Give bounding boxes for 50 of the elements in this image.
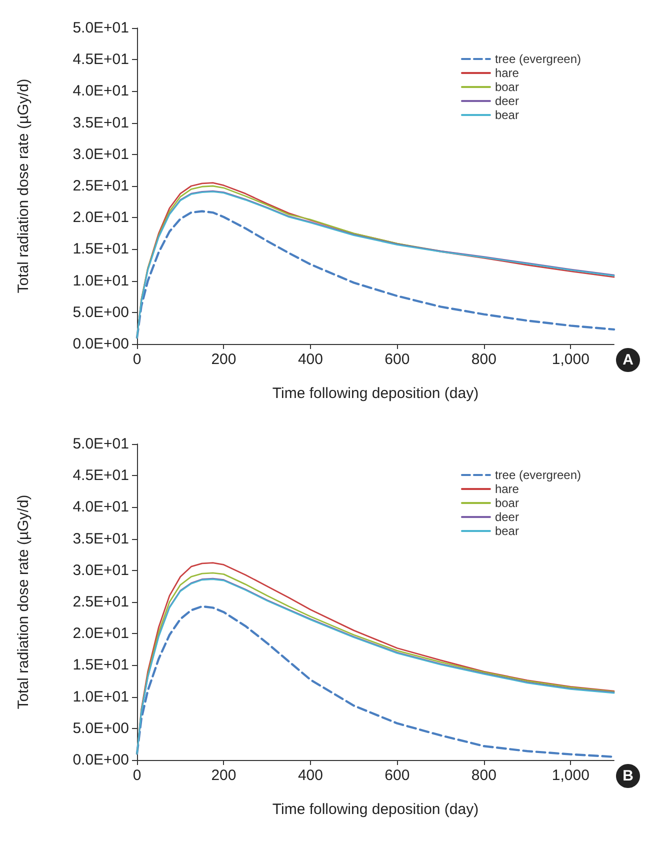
legend-label: tree (evergreen) [494,468,582,482]
y-tick-label: 5.0E+00 [72,720,129,737]
legend-label: deer [494,94,519,108]
x-tick-label: 600 [384,767,410,784]
y-tick-label: 1.5E+01 [72,656,129,674]
x-tick-label: 0 [132,767,142,784]
y-tick-label: 1.5E+01 [72,240,129,258]
y-tick-label: 3.0E+01 [72,562,129,579]
x-tick-label: 800 [471,767,496,784]
y-tick-label: 1.0E+01 [72,272,129,290]
y-axis-title: Total radiation dose rate (µGy/d) [15,78,32,294]
y-tick-label: 3.5E+01 [72,114,129,132]
y-tick-label: 4.5E+01 [72,51,129,68]
legend-label: tree (evergreen) [494,52,582,66]
x-tick-label: 800 [471,351,496,368]
y-tick-label: 5.0E+00 [72,304,129,321]
x-tick-label: 200 [211,767,236,784]
legend-label: boar [494,80,519,94]
x-axis-title: Time following deposition (day) [272,801,479,818]
x-tick-label: 600 [384,351,410,368]
legend-label: bear [494,108,519,122]
x-tick-label: 1,000 [552,351,590,368]
x-tick-label: 200 [211,351,236,368]
x-axis-title: Time following deposition (day) [272,385,479,402]
y-tick-label: 2.0E+01 [72,625,129,642]
y-tick-label: 1.0E+01 [72,688,129,706]
y-tick-label: 3.0E+01 [72,146,129,163]
y-tick-label: 0.0E+00 [72,752,129,768]
y-tick-label: 2.0E+01 [72,209,129,226]
text: B [622,768,634,784]
y-tick-label: 2.5E+01 [72,178,129,194]
y-tick-label: 5.0E+01 [72,436,129,452]
legend-label: bear [494,524,519,538]
y-tick-label: 2.5E+01 [72,594,129,610]
legend-label: hare [494,66,520,80]
x-tick-label: 400 [298,767,323,784]
x-tick-label: 400 [298,351,323,368]
y-tick-label: 4.0E+01 [72,498,129,516]
legend-label: boar [494,496,519,510]
y-tick-label: 4.0E+01 [72,82,129,100]
text: A [622,352,634,368]
y-tick-label: 5.0E+01 [72,20,129,36]
y-tick-label: 4.5E+01 [72,467,129,484]
x-tick-label: 1,000 [552,767,590,784]
x-tick-label: 0 [132,351,142,368]
y-tick-label: 0.0E+00 [72,336,129,352]
y-tick-label: 3.5E+01 [72,530,129,548]
legend-label: hare [494,482,520,496]
legend-label: deer [494,510,519,524]
y-axis-title: Total radiation dose rate (µGy/d) [15,494,32,710]
